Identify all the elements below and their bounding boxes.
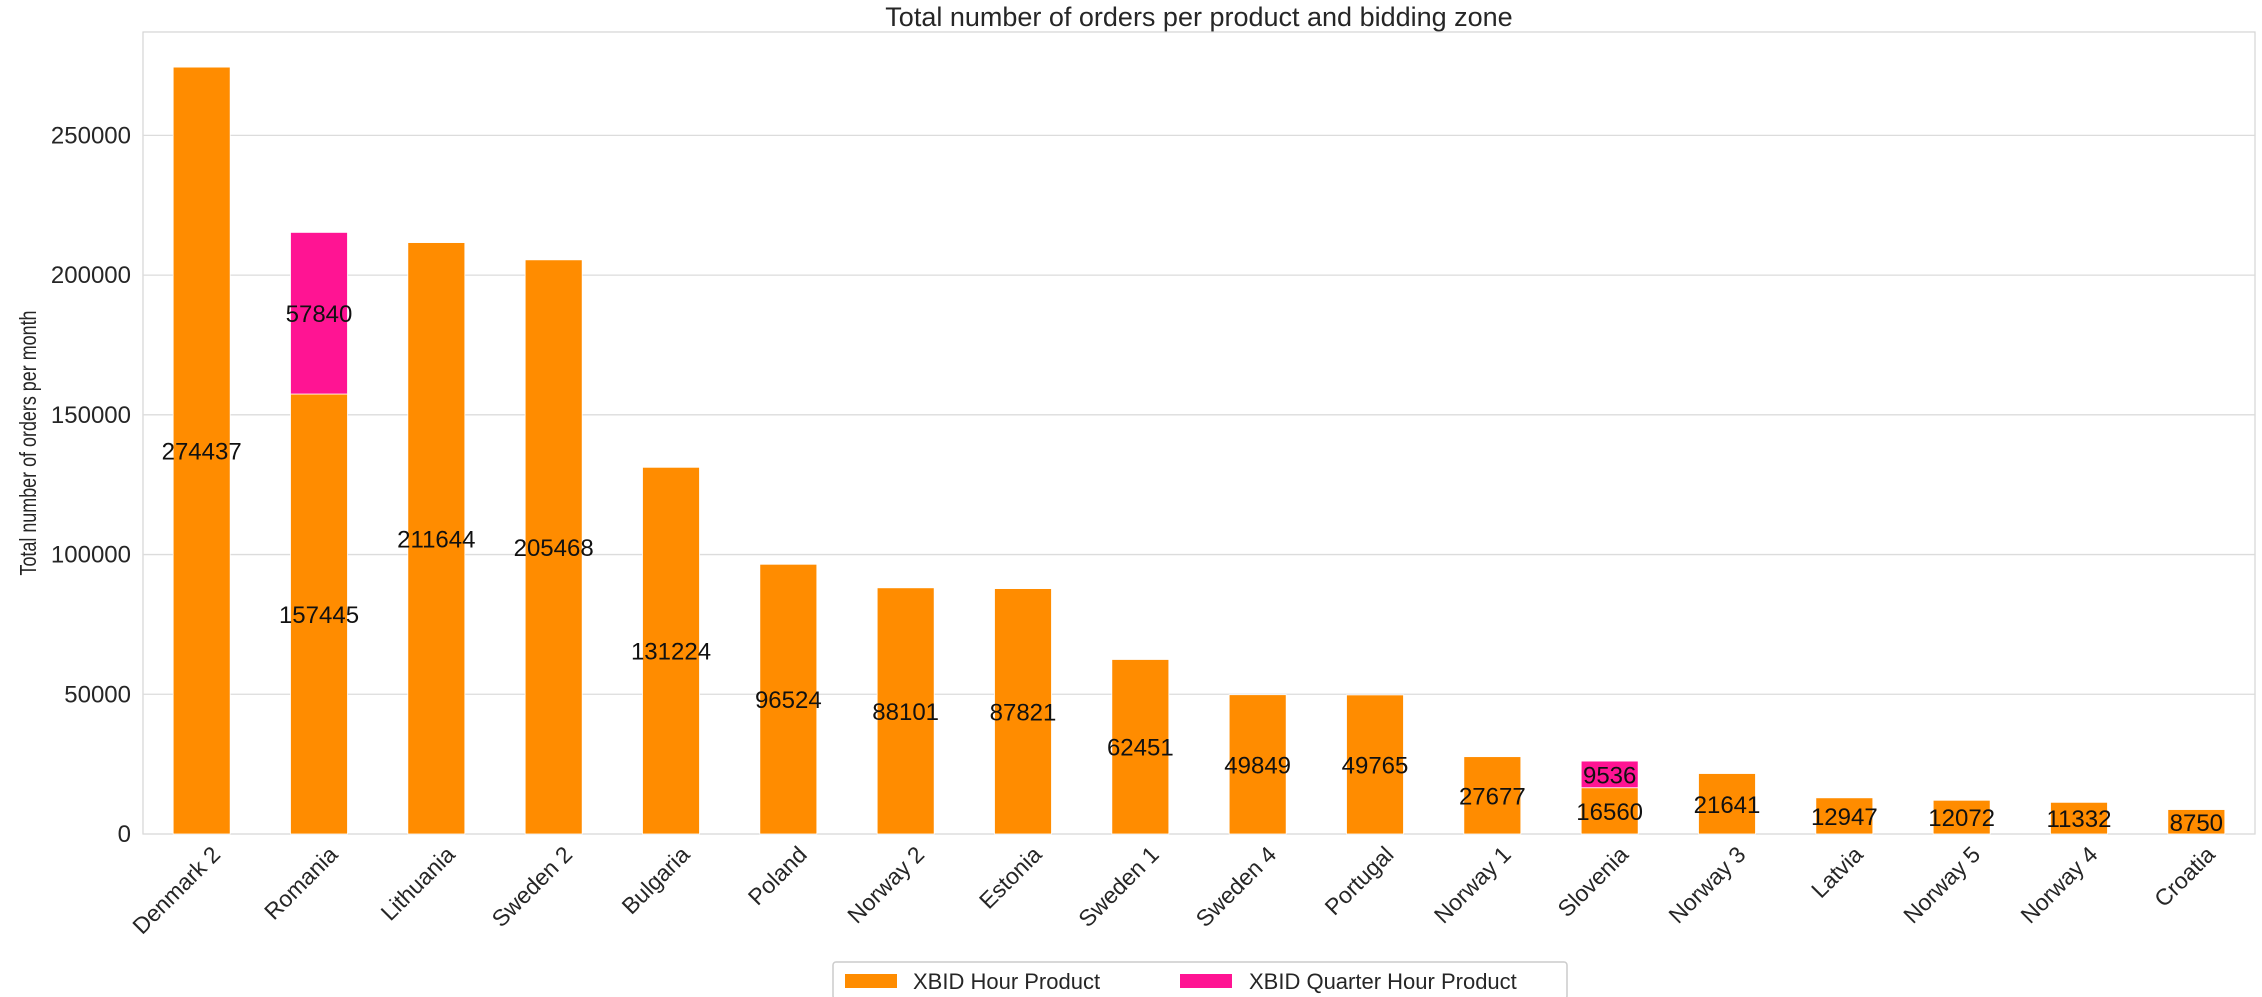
chart-title: Total number of orders per product and b… <box>885 2 1512 32</box>
bars <box>172 66 2226 835</box>
y-axis-label: Total number of orders per month <box>16 310 42 575</box>
data-label: 157445 <box>279 602 359 629</box>
data-label: 9536 <box>1583 762 1636 789</box>
data-label: 12072 <box>1928 805 1995 832</box>
legend-label-quarter-hour-product: XBID Quarter Hour Product <box>1249 969 1517 994</box>
bar-portugal-hour <box>1346 694 1404 835</box>
bar-norway-3-hour <box>1698 773 1756 835</box>
bar-estonia-hour <box>994 588 1052 835</box>
data-label: 57840 <box>286 301 353 328</box>
data-labels: 274437 157445 57840 211644 205468 131224 96524… <box>162 301 2223 837</box>
bar-slovenia-hour <box>1580 787 1639 835</box>
bar-sweden-4-hour <box>1228 694 1287 835</box>
data-label: 21641 <box>1694 792 1761 819</box>
bar-slovenia-quarter-hour <box>1580 760 1639 789</box>
data-label: 205468 <box>514 535 594 562</box>
data-label: 62451 <box>1107 735 1174 762</box>
bar-norway-5-hour <box>1932 799 1991 835</box>
bar-poland-hour <box>759 563 818 835</box>
data-label: 27677 <box>1459 783 1526 810</box>
data-label: 87821 <box>990 699 1057 726</box>
data-label: 88101 <box>872 699 939 726</box>
y-tick-label: 100000 <box>51 542 131 569</box>
gridlines <box>143 134 2255 835</box>
bar-norway-2-hour <box>876 587 935 835</box>
data-label: 16560 <box>1576 799 1643 826</box>
data-label: 211644 <box>397 526 475 553</box>
bar-norway-4-hour <box>2050 801 2108 835</box>
bar-latvia-hour <box>1815 797 1874 835</box>
y-tick-label: 200000 <box>51 262 131 289</box>
bar-sweden-2-hour <box>524 259 583 835</box>
bar-romania-quarter-hour <box>290 232 348 395</box>
legend-label-hour-product: XBID Hour Product <box>913 969 1100 994</box>
bar-sweden-1-hour <box>1111 659 1170 835</box>
legend: XBID Hour Product XBID Quarter Hour Prod… <box>832 961 1568 997</box>
data-label: 8750 <box>2170 810 2223 837</box>
y-tick-label: 0 <box>118 821 131 848</box>
bar-romania-hour <box>290 393 348 835</box>
data-label: 131224 <box>631 639 711 666</box>
y-tick-label: 50000 <box>64 681 131 708</box>
data-label: 12947 <box>1811 804 1878 831</box>
legend-swatch-hour-product <box>845 974 897 988</box>
bar-lithuania-hour <box>407 242 466 835</box>
bar-bulgaria-hour <box>642 466 700 835</box>
data-label: 96524 <box>755 687 822 714</box>
bar-norway-1-hour <box>1463 756 1522 835</box>
y-tick-label: 150000 <box>51 402 131 429</box>
bar-denmark-2-hour <box>172 66 231 835</box>
data-label: 49849 <box>1224 752 1291 779</box>
y-tick-label: 250000 <box>51 122 131 149</box>
y-axis-ticks: 0 50000 100000 150000 200000 250000 <box>51 122 131 848</box>
bar-croatia-hour <box>2167 809 2226 835</box>
legend-swatch-quarter-hour-product <box>1180 974 1232 988</box>
data-label: 274437 <box>162 439 242 466</box>
data-label: 49765 <box>1342 752 1409 779</box>
data-label: 11332 <box>2047 806 2112 833</box>
